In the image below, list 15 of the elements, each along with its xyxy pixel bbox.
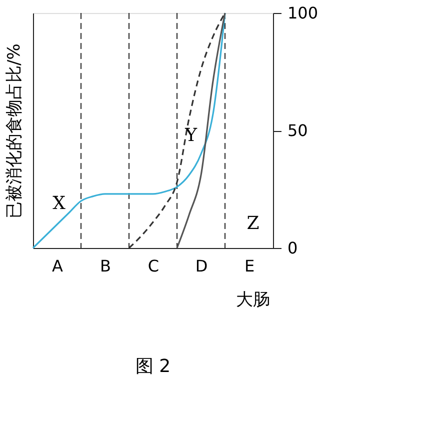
y-axis-title: 已被消化的食物占比/% xyxy=(4,44,24,218)
x-tick-label: C xyxy=(148,256,160,276)
annotation: X xyxy=(52,193,66,214)
y-tick-label: 100 xyxy=(288,4,318,22)
y-tick-label: 0 xyxy=(288,238,298,258)
x-tick-label: E xyxy=(244,256,255,276)
x-tick-label: B xyxy=(100,256,111,276)
line-series xyxy=(176,12,226,249)
text: 大肠 xyxy=(236,290,270,310)
text: 图 2 xyxy=(135,356,171,377)
annotation: Z xyxy=(246,213,260,234)
x-tick-label: D xyxy=(195,256,208,276)
x-tick-label: A xyxy=(52,256,64,276)
y-tick-label: 50 xyxy=(288,121,308,140)
annotation: Y xyxy=(184,125,198,146)
